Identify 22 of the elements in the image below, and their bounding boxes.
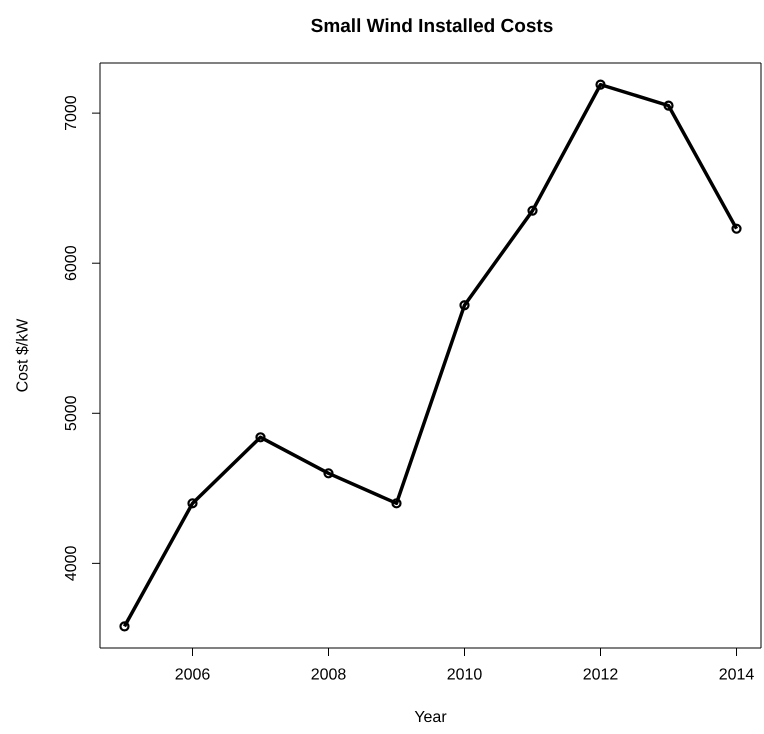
point — [731, 224, 742, 234]
point — [187, 498, 198, 508]
point — [119, 621, 130, 632]
point — [663, 100, 674, 111]
point — [527, 206, 538, 216]
point — [391, 498, 402, 508]
x-tick-label: 2012 — [582, 666, 618, 684]
x-tick-label: 2010 — [446, 666, 482, 684]
chart-title: Small Wind Installed Costs — [310, 16, 554, 38]
point — [595, 80, 606, 90]
y-axis-title: Cost $/kW — [14, 318, 32, 392]
y-tick-label: 4000 — [63, 545, 80, 582]
x-tick-label: 2006 — [174, 666, 210, 684]
x-tick-label: 2014 — [718, 666, 754, 684]
x-tick-label: 2008 — [310, 666, 346, 684]
x-axis-title: Year — [414, 709, 448, 726]
point — [323, 468, 334, 478]
point — [255, 432, 266, 442]
y-tick-label: 7000 — [63, 95, 80, 131]
y-tick-label: 6000 — [63, 245, 80, 281]
point — [459, 300, 470, 310]
y-tick-label: 5000 — [63, 395, 80, 432]
